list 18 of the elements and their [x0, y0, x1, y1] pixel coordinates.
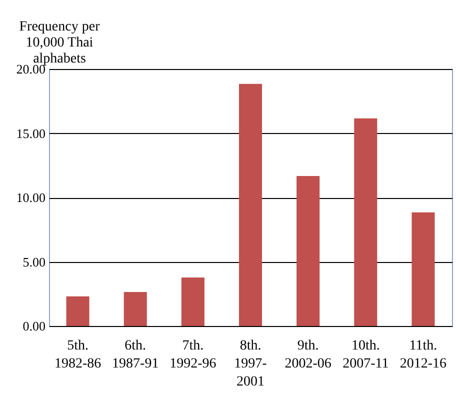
x-tick-label: 7th. 1992-96: [170, 338, 216, 372]
bar: [181, 278, 204, 326]
x-tick-label: 5th. 1982-86: [54, 338, 102, 372]
x-tick-label: 8th. 1997- 2001: [234, 338, 268, 390]
y-tick-label: 5.00: [22, 254, 46, 270]
bar: [66, 296, 90, 326]
bar: [354, 118, 378, 326]
x-tick-label: 10th. 2007-11: [342, 338, 389, 372]
bar: [296, 176, 320, 326]
x-tick-label: 6th. 1987-91: [112, 338, 159, 372]
x-tick-label: 11th. 2012-16: [400, 338, 447, 372]
bar: [124, 292, 147, 326]
bar: [412, 212, 435, 326]
y-tick-label: 0.00: [22, 318, 46, 334]
bar: [238, 84, 262, 326]
y-tick-label: 10.00: [16, 190, 46, 205]
y-tick-label: 15.00: [16, 126, 46, 141]
x-tick-label: 9th. 2002-06: [284, 338, 332, 372]
